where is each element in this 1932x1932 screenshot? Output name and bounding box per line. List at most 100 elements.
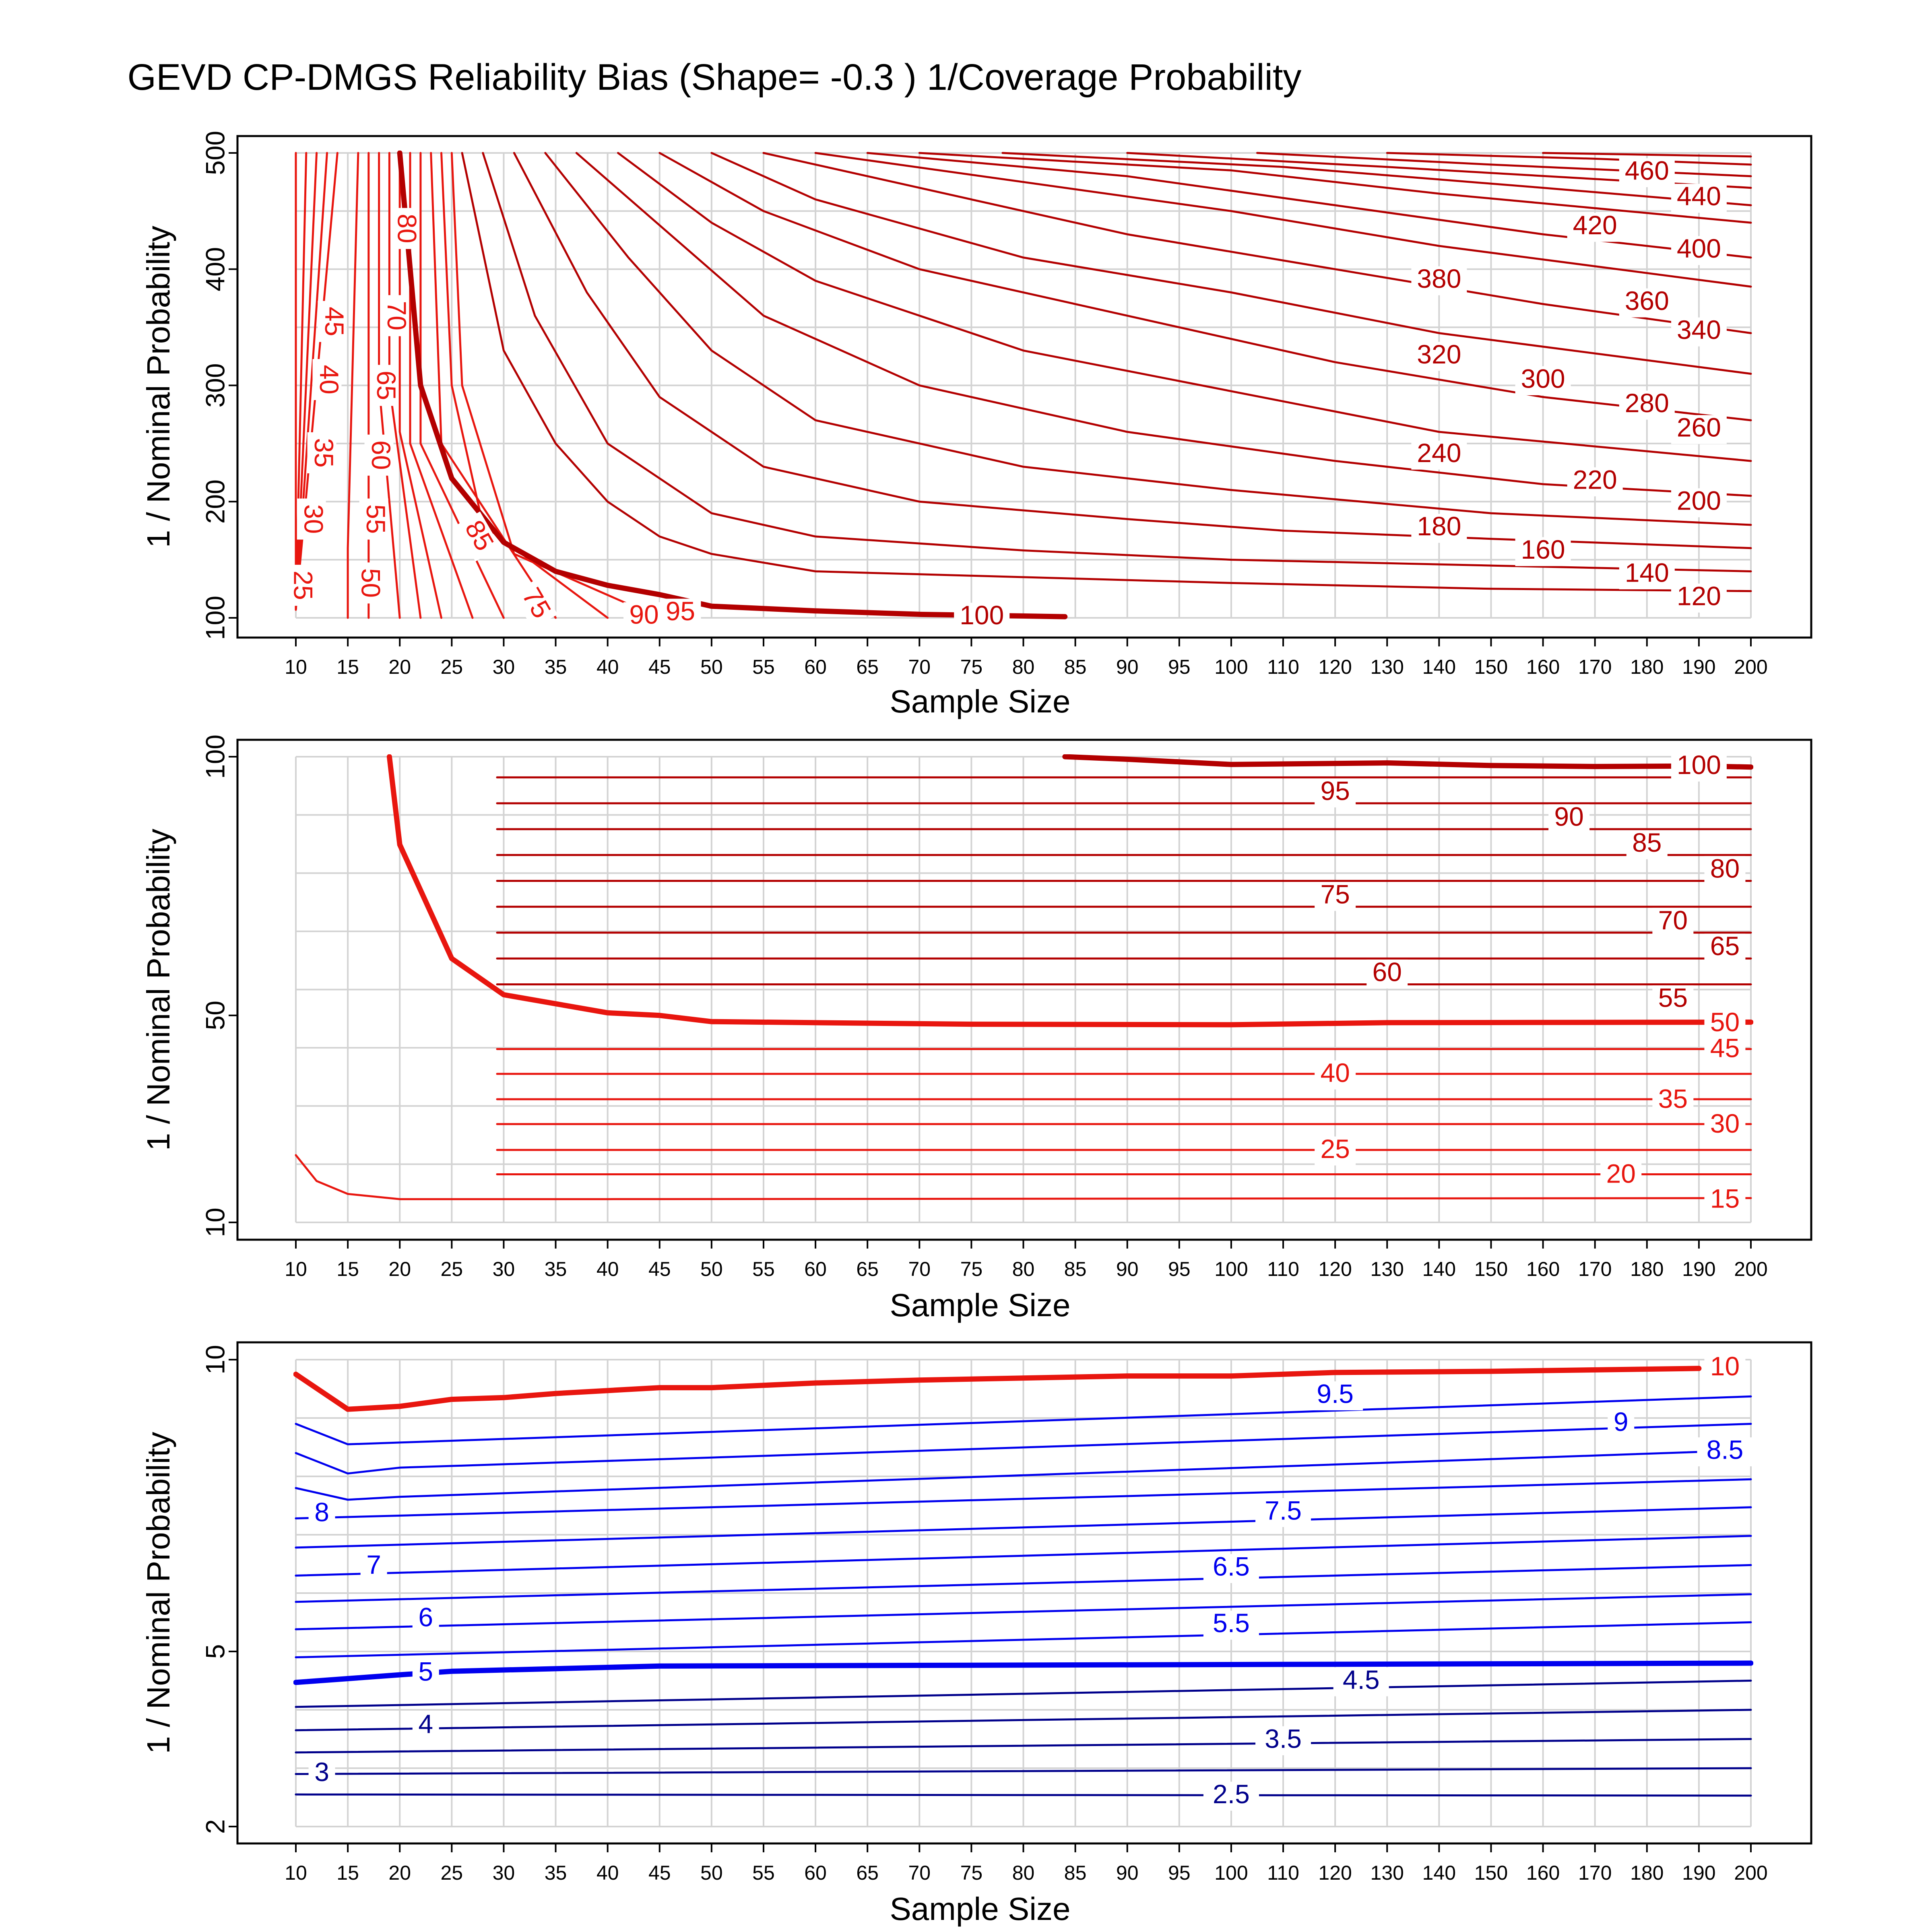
x-tick-label: 60 — [804, 656, 827, 678]
x-tick-label: 40 — [597, 1258, 619, 1280]
contour-label-bg — [1671, 488, 1727, 518]
contour-label-bg — [1203, 1610, 1259, 1640]
contour-line-95 — [450, 152, 661, 619]
contour-label-text: 95 — [666, 596, 695, 626]
contour-label-text: 85 — [1632, 828, 1662, 857]
contour-label-text: 120 — [1677, 581, 1721, 611]
contour-label-bg — [1619, 390, 1675, 420]
contour-label-text: 440 — [1677, 181, 1721, 211]
contour-label-text: 60 — [1373, 957, 1402, 987]
x-tick-label: 10 — [285, 1862, 307, 1884]
y-axis: 10 50 100 — [200, 735, 237, 1237]
contour-line-8 — [295, 1478, 1752, 1519]
contour-label-text: 3 — [314, 1757, 329, 1787]
contour-label-bg — [369, 365, 399, 406]
contour-label-bg — [286, 565, 316, 606]
plot-frame — [236, 739, 1812, 1241]
contour-label-bg — [1671, 317, 1727, 347]
x-tick-label: 65 — [856, 1862, 879, 1884]
contour-label-25: 25 — [286, 565, 318, 606]
x-tick-label: 90 — [1116, 656, 1139, 678]
contour-label-80: 80 — [390, 208, 422, 249]
contour-label-bg — [412, 1659, 439, 1688]
contour-label-bg — [1315, 778, 1356, 807]
x-tick-label: 75 — [960, 1258, 983, 1280]
contour-label-240: 240 — [1411, 438, 1467, 470]
contour-label-text: 100 — [960, 600, 1004, 630]
contour-label-bg — [1608, 1409, 1635, 1439]
x-tick-label: 180 — [1630, 1862, 1664, 1884]
contour-label-text: 30 — [299, 504, 328, 534]
x-tick-label: 30 — [493, 656, 515, 678]
contour-label-text: 55 — [361, 504, 391, 534]
x-tick-label: 130 — [1371, 1862, 1404, 1884]
panel-1: 10 15 20 25 30 35 40 45 50 55 60 65 70 75 80 85 90 95 100 1… — [140, 131, 1812, 719]
contour-line-180 — [575, 152, 1752, 497]
contour-label-6-5: 6.5 — [1203, 1552, 1259, 1583]
contour-label-bg — [1626, 830, 1668, 859]
contour-label-bg — [1315, 1060, 1356, 1090]
y-axis-title: 1 / Nominal Probability — [140, 226, 176, 548]
contour-line-4-5 — [295, 1680, 1752, 1708]
x-tick-label: 10 — [285, 1258, 307, 1280]
y-tick-label: 10 — [200, 1208, 230, 1237]
x-tick-label: 50 — [700, 1258, 723, 1280]
contour-line-6-5 — [295, 1564, 1752, 1603]
contour-label-text: 400 — [1677, 233, 1721, 263]
contour-label-bg — [380, 295, 409, 336]
contour-label-bg — [359, 498, 388, 540]
contour-label-160: 160 — [1515, 535, 1571, 566]
contour-label-100: 100 — [954, 600, 1010, 632]
contour-label-25: 25 — [1315, 1134, 1356, 1166]
contour-line-3-5 — [295, 1738, 1752, 1754]
contour-label-bg — [1704, 1111, 1746, 1140]
contour-label-300: 300 — [1515, 363, 1571, 395]
x-tick-label: 25 — [441, 1862, 463, 1884]
x-axis: 10 15 20 25 30 35 40 45 50 55 60 65 70 75 80 85 90 95 100 1… — [285, 1843, 1768, 1884]
x-tick-label: 170 — [1578, 1862, 1612, 1884]
contour-line-8-5 — [295, 1449, 1752, 1501]
contour-label-45: 45 — [1704, 1033, 1746, 1065]
contour-label-70: 70 — [1652, 905, 1694, 937]
chart-title: GEVD CP-DMGS Reliability Bias (Shape= -0… — [127, 57, 1302, 98]
contour-label-bg — [1697, 1437, 1753, 1467]
contour-line-340 — [1001, 152, 1752, 206]
contour-labels: 10 9.5 9 8.5 8 7.5 7 6.5 6 5.5 5 4.5 4 3.5 3 2.5 — [308, 1351, 1753, 1811]
contour-label-9: 9 — [1608, 1407, 1635, 1439]
x-tick-label: 25 — [441, 656, 463, 678]
contour-line-6 — [295, 1593, 1752, 1631]
contour-label-260: 260 — [1671, 413, 1727, 444]
x-tick-label: 35 — [545, 1258, 567, 1280]
y-tick-label: 100 — [200, 735, 230, 779]
x-tick-label: 20 — [388, 656, 411, 678]
contour-label-text: 65 — [372, 371, 401, 400]
contour-label-bg — [312, 359, 342, 400]
x-tick-label: 20 — [388, 1862, 411, 1884]
contour-label-bg — [1619, 560, 1675, 590]
contour-label-80: 80 — [1704, 853, 1746, 885]
contour-label-40: 40 — [1315, 1058, 1356, 1090]
contour-label-bg — [308, 1500, 335, 1529]
contour-label-text: 95 — [1320, 776, 1350, 805]
contour-label-400: 400 — [1671, 233, 1727, 265]
contour-line-2-5 — [295, 1793, 1752, 1797]
x-tick-label: 130 — [1371, 1258, 1404, 1280]
contour-label-text: 360 — [1625, 286, 1669, 316]
x-tick-label: 170 — [1578, 1258, 1612, 1280]
contour-label-bg — [660, 599, 701, 628]
contour-label-text: 45 — [1710, 1033, 1740, 1063]
x-tick-label: 200 — [1734, 656, 1767, 678]
contour-label-420: 420 — [1567, 210, 1623, 242]
contour-label-bg — [318, 301, 347, 342]
contour-label-bg — [1307, 1381, 1363, 1410]
x-axis-title: Sample Size — [890, 1287, 1070, 1323]
contour-label-35: 35 — [307, 432, 339, 473]
y-tick-label: 2 — [200, 1819, 230, 1834]
contour-label-text: 25 — [288, 570, 318, 600]
y-tick-label: 50 — [200, 1001, 230, 1030]
contour-label-340: 340 — [1671, 315, 1727, 347]
contour-label-text: 160 — [1521, 535, 1565, 564]
contour-label-text: 320 — [1417, 339, 1461, 369]
